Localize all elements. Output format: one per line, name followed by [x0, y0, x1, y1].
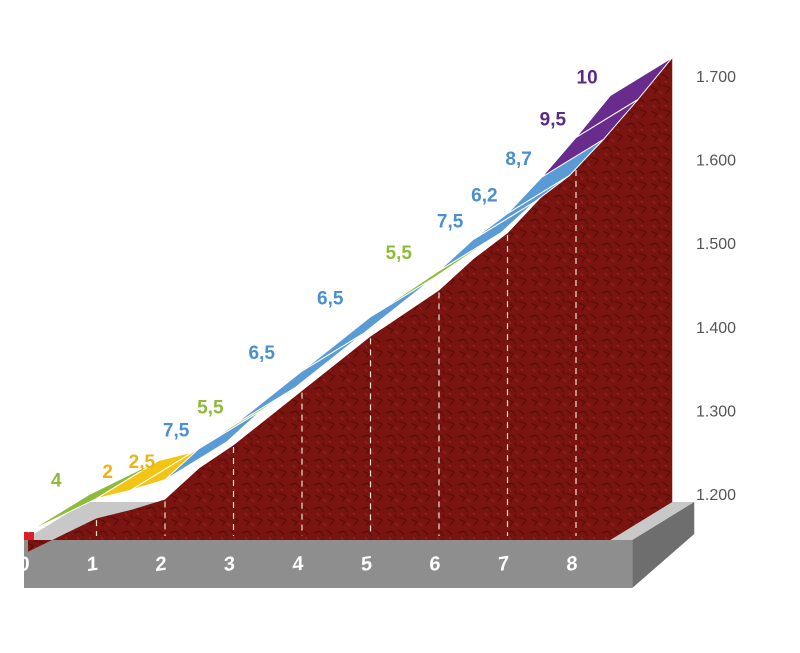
x-tick-4: 4 [292, 553, 304, 577]
y-tick-1.400: 1.400 [696, 320, 736, 337]
x-tick-0: 0 [18, 553, 29, 576]
gradient-label-5: 6,5 [249, 343, 276, 364]
gradient-bands [27, 57, 673, 533]
gradient-label-2: 2,5 [129, 452, 156, 473]
gradient-label-0: 4 [51, 471, 62, 492]
terrain-face [28, 57, 673, 552]
x-tick-6: 6 [429, 553, 440, 576]
x-tick-8: 8 [566, 553, 577, 576]
y-tick-1.300: 1.300 [696, 403, 736, 420]
gradient-label-11: 9,5 [540, 109, 567, 130]
base-front-face [24, 540, 633, 588]
gradient-label-12: 10 [577, 68, 598, 89]
gradient-labels: 4 2 2,5 7,5 5,5 6,5 6,5 5,5 7,5 6,2 8,7 9,5 10 [51, 68, 598, 492]
y-tick-1.200: 1.200 [696, 487, 736, 504]
base-side-face [632, 502, 695, 588]
gradient-label-6: 6,5 [317, 289, 344, 310]
km-dashed-lines [95, 159, 577, 536]
terrain-area [24, 57, 673, 552]
start-block [24, 532, 34, 540]
gradient-label-3: 7,5 [163, 420, 190, 441]
y-tick-1.600: 1.600 [696, 153, 736, 170]
gradient-label-7: 5,5 [386, 243, 413, 264]
gradient-label-4: 5,5 [197, 397, 224, 418]
x-axis-ticks: 0 1 2 3 4 5 6 7 8 [18, 553, 577, 577]
x-tick-7: 7 [498, 553, 509, 576]
gradient-label-8: 7,5 [437, 211, 464, 232]
y-axis-ticks: 1.200 1.300 1.400 1.500 1.600 1.700 [696, 69, 736, 504]
gradient-label-1: 2 [102, 462, 113, 483]
y-tick-1.500: 1.500 [696, 236, 736, 253]
x-tick-1: 1 [87, 553, 98, 576]
x-tick-5: 5 [361, 553, 372, 576]
x-tick-2: 2 [155, 553, 166, 576]
y-tick-1.700: 1.700 [696, 69, 736, 86]
gradient-band-12 [575, 57, 673, 138]
gradient-label-9: 6,2 [471, 185, 497, 206]
x-tick-3: 3 [224, 553, 235, 576]
gradient-label-10: 8,7 [505, 149, 531, 170]
